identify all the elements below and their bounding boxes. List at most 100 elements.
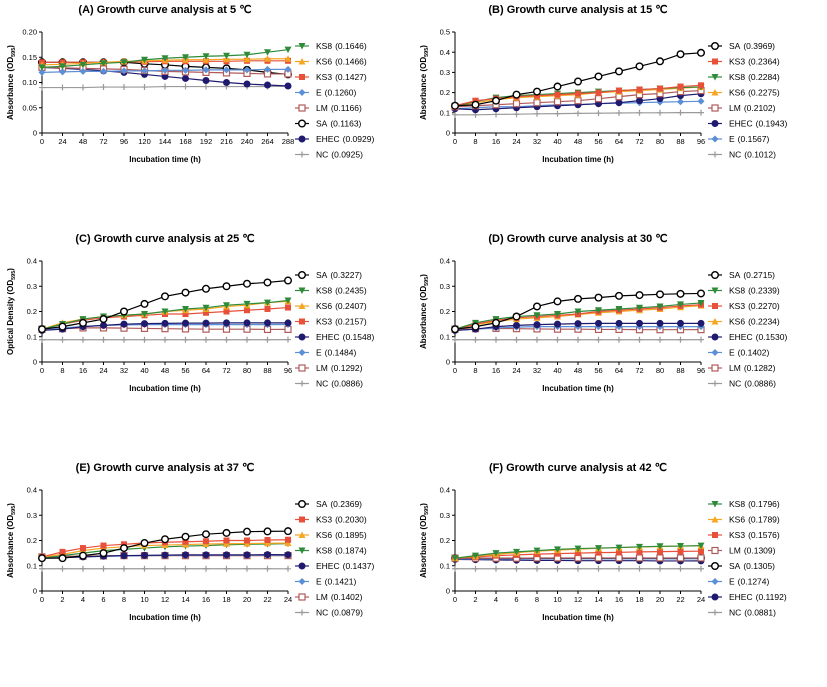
data-point-ks6 xyxy=(264,55,271,62)
data-point-sa xyxy=(181,288,190,297)
data-point-nc xyxy=(513,565,520,572)
legend-item-ks8: KS8 (0.1874) xyxy=(295,546,367,556)
data-point-nc xyxy=(100,336,107,343)
legend-series-value: (0.0925) xyxy=(331,150,363,160)
data-point-sa xyxy=(140,539,149,548)
y-tick-label: 0.05 xyxy=(22,103,37,112)
legend-item-ks8: KS8 (0.2339) xyxy=(708,286,780,296)
data-point-ks8 xyxy=(677,543,684,550)
x-tick-label: 40 xyxy=(553,366,561,375)
legend-item-sa: SA (0.1305) xyxy=(708,561,775,571)
legend-series-name: KS8 xyxy=(729,286,745,296)
legend-item-e: E (0.1484) xyxy=(295,348,357,358)
data-point-sa xyxy=(222,282,231,291)
legend-series-value: (0.1402) xyxy=(738,348,770,358)
x-tick-label: 144 xyxy=(159,137,172,146)
y-tick-label: 0.20 xyxy=(22,28,37,37)
x-tick-label: 24 xyxy=(512,366,520,375)
x-tick-label: 40 xyxy=(140,366,148,375)
y-tick-label: 0.2 xyxy=(440,88,450,97)
data-point-lm xyxy=(512,100,521,108)
data-point-nc xyxy=(712,609,718,616)
legend-series-name: EHEC xyxy=(316,561,340,571)
data-point-ehec xyxy=(615,319,623,327)
x-tick-label: 80 xyxy=(656,137,664,146)
legend-series-name: LM xyxy=(729,363,741,373)
data-point-ks8 xyxy=(38,64,46,71)
data-point-e xyxy=(59,68,66,76)
x-tick-label: 40 xyxy=(553,137,561,146)
y-tick-label: 0.4 xyxy=(440,257,450,266)
data-point-nc xyxy=(59,84,66,91)
legend-label: SA (0.2715) xyxy=(729,270,775,280)
y-axis-label: Absorbance (OD595) xyxy=(6,503,17,578)
data-point-ehec xyxy=(202,76,210,84)
x-tick-label: 56 xyxy=(594,137,602,146)
data-point-nc xyxy=(182,336,189,343)
legend-series-value: (0.1282) xyxy=(744,363,776,373)
data-point-ehec xyxy=(100,321,107,329)
chart-svg: (E) Growth curve analysis at 37 ℃ 0 0.1 0.2… xyxy=(6,462,374,622)
data-point-sa xyxy=(298,271,307,280)
legend-series-name: SA xyxy=(316,119,328,129)
data-point-ehec xyxy=(141,551,148,559)
legend-series-value: (0.1305) xyxy=(743,561,775,571)
data-point-lm xyxy=(574,97,582,105)
data-point-sa xyxy=(160,292,169,301)
legend-item-nc: NC (0.0881) xyxy=(708,608,776,618)
chart-svg: (D) Growth curve analysis at 30 ℃ 0 0.1 0.2… xyxy=(419,233,787,393)
data-point-ks8 xyxy=(161,308,169,315)
legend-label: EHEC (0.1943) xyxy=(729,119,787,129)
data-point-lm xyxy=(711,104,719,112)
x-tick-label: 88 xyxy=(676,137,684,146)
data-point-e xyxy=(711,578,719,585)
data-point-sa xyxy=(181,532,190,541)
legend-label: E (0.1421) xyxy=(316,577,357,587)
data-point-ks6 xyxy=(298,302,306,309)
data-point-sa xyxy=(119,544,128,553)
x-tick-label: 48 xyxy=(79,137,87,146)
x-tick-label: 88 xyxy=(676,366,684,375)
data-point-ehec xyxy=(574,320,582,328)
data-point-ks3 xyxy=(299,74,305,80)
data-point-e xyxy=(243,66,251,74)
data-point-ks3 xyxy=(244,537,250,544)
x-tick-label: 6 xyxy=(101,595,105,604)
data-point-nc xyxy=(141,84,148,91)
x-tick-label: 64 xyxy=(615,366,623,375)
legend-item-nc: NC (0.1012) xyxy=(708,150,776,160)
y-tick-label: 0.2 xyxy=(27,307,37,316)
legend-series-name: NC xyxy=(729,379,741,389)
legend-item-sa: SA (0.3969) xyxy=(708,41,775,51)
legend-label: EHEC (0.1437) xyxy=(316,561,374,571)
legend-series-value: (0.1567) xyxy=(738,134,770,144)
data-point-nc xyxy=(141,336,148,343)
data-point-ks8 xyxy=(711,287,719,294)
data-point-ks8 xyxy=(472,552,479,560)
y-tick-label: 0.1 xyxy=(440,108,450,117)
x-axis-label: Incubation time (h) xyxy=(542,384,614,393)
data-point-nc xyxy=(657,109,663,116)
x-tick-label: 96 xyxy=(697,366,705,375)
data-point-ks3 xyxy=(534,92,540,99)
data-point-ks6 xyxy=(264,539,271,547)
data-point-ks8 xyxy=(615,544,623,552)
legend-series-name: LM xyxy=(729,103,741,113)
data-point-ehec xyxy=(243,319,251,327)
data-point-ks8 xyxy=(264,49,271,56)
data-point-nc xyxy=(595,565,602,572)
data-point-sa xyxy=(711,561,720,570)
data-point-nc xyxy=(39,336,45,343)
legend-label: E (0.1484) xyxy=(316,348,357,358)
y-axis-label: Optical Density (OD595) xyxy=(6,268,17,355)
y-tick-label: 0 xyxy=(446,358,450,367)
legend-item-ehec: EHEC (0.0929) xyxy=(295,134,374,144)
legend-series-value: (0.2364) xyxy=(748,57,780,67)
x-tick-label: 20 xyxy=(656,595,664,604)
data-point-ks8 xyxy=(298,547,306,554)
data-point-ks6 xyxy=(711,89,719,96)
y-axis-label-subscript: 595 xyxy=(11,271,17,280)
data-point-ks3 xyxy=(534,551,540,558)
legend-series-name: SA xyxy=(729,561,741,571)
legend-series-value: (0.1874) xyxy=(335,546,367,556)
